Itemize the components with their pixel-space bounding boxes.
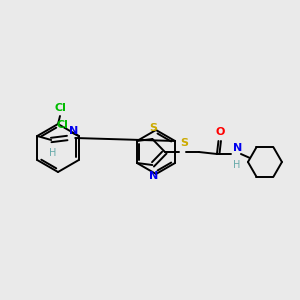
Text: H: H: [233, 160, 240, 170]
Text: S: S: [149, 123, 157, 133]
Text: S: S: [180, 138, 188, 148]
Text: Cl: Cl: [57, 120, 69, 130]
Text: N: N: [149, 171, 158, 181]
Text: N: N: [69, 126, 79, 136]
Text: O: O: [215, 127, 225, 137]
Text: Cl: Cl: [54, 103, 66, 113]
Text: N: N: [233, 143, 242, 153]
Text: H: H: [49, 148, 56, 158]
